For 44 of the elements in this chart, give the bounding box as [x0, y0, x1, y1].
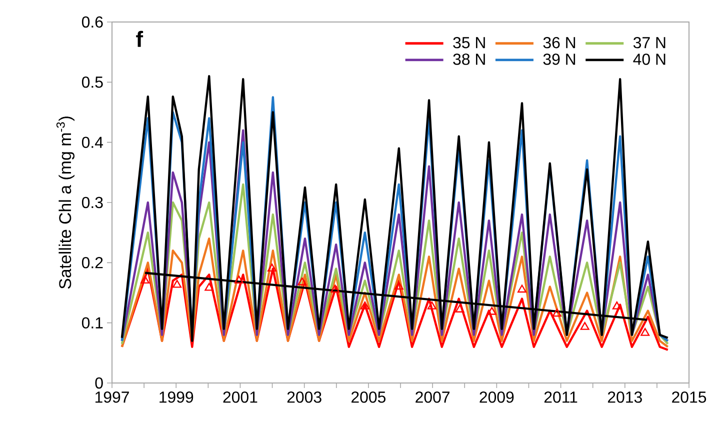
x-tick-label: 2003	[287, 392, 322, 403]
y-tick-label: 0.2	[82, 257, 103, 268]
line-series	[120, 238, 669, 348]
point	[552, 308, 562, 317]
y-tick-label: 0	[95, 377, 103, 389]
legend-label: 36 N	[543, 37, 576, 48]
point	[267, 264, 276, 272]
legend-label: 40 N	[633, 54, 666, 65]
y-axis-title: Satellite Chl a (mg m$^{-3}$)	[56, 116, 74, 289]
y-tick-label: 0.3	[82, 196, 103, 208]
point	[455, 304, 464, 312]
legend-label: 35 N	[453, 37, 485, 48]
point	[640, 328, 650, 336]
point	[234, 276, 244, 284]
point	[427, 302, 436, 310]
x-tick-label: 2015	[672, 392, 706, 403]
line-series	[120, 268, 669, 352]
y-tick-label: 0.6	[82, 16, 103, 28]
point	[612, 302, 622, 310]
x-tick-label: 2001	[223, 392, 258, 403]
x-tick-label: 2013	[608, 392, 642, 403]
legend-label: 37 N	[633, 37, 666, 48]
x-tick-label: 1997	[95, 392, 129, 403]
x-tick-label: 2005	[352, 392, 386, 403]
point	[330, 284, 340, 293]
annotation: f	[136, 30, 144, 47]
x-tick-label: 1999	[160, 392, 194, 403]
y-tick-label: 0.5	[82, 76, 103, 88]
point	[518, 284, 526, 293]
line-series	[120, 183, 669, 345]
point	[298, 277, 307, 286]
point	[360, 302, 370, 310]
legend-label: 38 N	[453, 54, 485, 65]
legend-label: 39 N	[543, 54, 576, 65]
x-tick-label: 2009	[480, 392, 514, 403]
point	[204, 282, 214, 291]
point	[394, 282, 404, 290]
point	[140, 276, 150, 284]
x-tick-label: 2007	[416, 392, 450, 403]
x-tick-label: 2011	[544, 392, 578, 403]
point	[580, 322, 590, 330]
y-tick-label: 0.1	[82, 317, 103, 328]
point	[172, 280, 182, 288]
y-tick-label: 0.4	[82, 136, 104, 148]
